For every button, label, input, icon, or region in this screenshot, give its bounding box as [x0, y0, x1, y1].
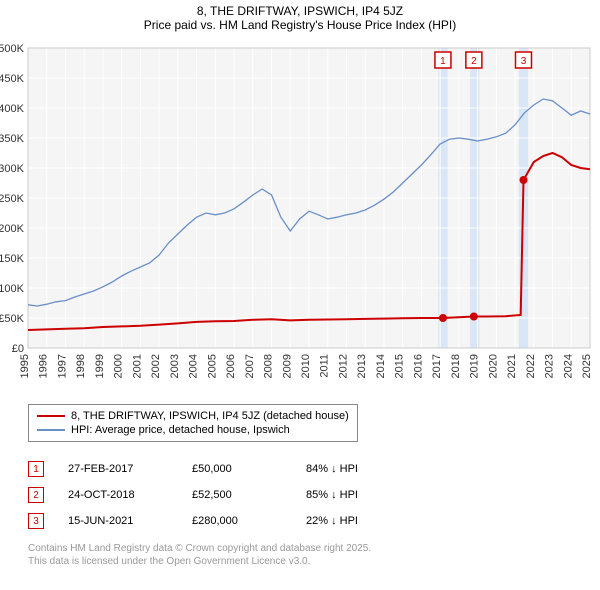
legend-label: 8, THE DRIFTWAY, IPSWICH, IP4 5JZ (detac…: [71, 410, 349, 422]
svg-text:2020: 2020: [487, 354, 499, 378]
transaction-row: 2 24-OCT-2018 £52,500 85% ↓ HPI: [28, 482, 590, 508]
svg-text:£500K: £500K: [0, 43, 25, 55]
svg-text:2024: 2024: [562, 354, 574, 378]
legend: 8, THE DRIFTWAY, IPSWICH, IP4 5JZ (detac…: [28, 404, 358, 442]
transaction-date: 15-JUN-2021: [68, 515, 168, 527]
svg-text:2015: 2015: [394, 354, 406, 378]
svg-text:3: 3: [521, 56, 527, 67]
svg-text:£200K: £200K: [0, 223, 25, 235]
svg-text:2002: 2002: [150, 354, 162, 378]
transaction-hpi-delta: 84% ↓ HPI: [306, 463, 406, 475]
svg-text:2000: 2000: [113, 354, 125, 378]
footer-attribution: Contains HM Land Registry data © Crown c…: [28, 542, 590, 568]
marker-point: [519, 176, 527, 184]
legend-item: 8, THE DRIFTWAY, IPSWICH, IP4 5JZ (detac…: [37, 409, 349, 423]
transactions-table: 1 27-FEB-2017 £50,000 84% ↓ HPI 2 24-OCT-2018…: [28, 456, 590, 534]
svg-text:£350K: £350K: [0, 133, 25, 145]
transaction-date: 27-FEB-2017: [68, 463, 168, 475]
legend-label: HPI: Average price, detached house, Ipsw…: [71, 424, 290, 436]
svg-text:£400K: £400K: [0, 103, 25, 115]
marker-point: [470, 313, 478, 321]
transaction-row: 3 15-JUN-2021 £280,000 22% ↓ HPI: [28, 508, 590, 534]
svg-text:1999: 1999: [94, 354, 106, 378]
svg-text:2006: 2006: [225, 354, 237, 378]
transaction-hpi-delta: 22% ↓ HPI: [306, 515, 406, 527]
svg-text:£100K: £100K: [0, 283, 25, 295]
svg-text:2014: 2014: [375, 354, 387, 378]
marker-point: [439, 314, 447, 322]
svg-text:2: 2: [471, 56, 477, 67]
chart-svg: £0 £50K £100K £150K £200K £250K £300K £350K £400…: [0, 38, 600, 398]
svg-text:£450K: £450K: [0, 73, 25, 85]
svg-text:£300K: £300K: [0, 163, 25, 175]
svg-text:2018: 2018: [450, 354, 462, 378]
transaction-row: 1 27-FEB-2017 £50,000 84% ↓ HPI: [28, 456, 590, 482]
svg-text:2013: 2013: [356, 354, 368, 378]
svg-text:2025: 2025: [581, 354, 593, 378]
svg-text:2017: 2017: [431, 354, 443, 378]
svg-text:£50K: £50K: [0, 313, 25, 325]
transaction-marker-icon: 2: [28, 487, 44, 503]
legend-swatch: [37, 429, 65, 431]
transaction-price: £50,000: [192, 463, 282, 475]
svg-text:2019: 2019: [469, 354, 481, 378]
svg-text:2021: 2021: [506, 354, 518, 378]
legend-swatch: [37, 415, 65, 417]
svg-text:1998: 1998: [75, 354, 87, 378]
svg-text:1996: 1996: [38, 354, 50, 378]
svg-text:2001: 2001: [131, 354, 143, 378]
svg-text:£250K: £250K: [0, 193, 25, 205]
svg-text:2007: 2007: [244, 354, 256, 378]
chart-title: 8, THE DRIFTWAY, IPSWICH, IP4 5JZ: [0, 0, 600, 18]
svg-text:2016: 2016: [412, 354, 424, 378]
svg-text:1995: 1995: [19, 354, 31, 378]
svg-text:2011: 2011: [319, 354, 331, 378]
svg-text:£0: £0: [12, 343, 24, 355]
svg-text:2009: 2009: [281, 354, 293, 378]
transaction-hpi-delta: 85% ↓ HPI: [306, 489, 406, 501]
svg-text:2005: 2005: [206, 354, 218, 378]
svg-text:1: 1: [440, 56, 446, 67]
chart-subtitle: Price paid vs. HM Land Registry's House …: [0, 18, 600, 38]
transaction-price: £280,000: [192, 515, 282, 527]
svg-text:2012: 2012: [337, 354, 349, 378]
legend-item: HPI: Average price, detached house, Ipsw…: [37, 423, 349, 437]
transaction-date: 24-OCT-2018: [68, 489, 168, 501]
svg-text:2023: 2023: [544, 354, 556, 378]
transaction-price: £52,500: [192, 489, 282, 501]
svg-text:1997: 1997: [56, 354, 68, 378]
svg-text:2022: 2022: [525, 354, 537, 378]
svg-text:2010: 2010: [300, 354, 312, 378]
transaction-marker-icon: 3: [28, 513, 44, 529]
svg-text:2008: 2008: [263, 354, 275, 378]
chart-area: £0 £50K £100K £150K £200K £250K £300K £350K £400…: [0, 38, 600, 398]
svg-text:2003: 2003: [169, 354, 181, 378]
svg-text:£150K: £150K: [0, 253, 25, 265]
footer-line-1: Contains HM Land Registry data © Crown c…: [28, 542, 590, 555]
footer-line-2: This data is licensed under the Open Gov…: [28, 555, 590, 568]
transaction-marker-icon: 1: [28, 461, 44, 477]
svg-text:2004: 2004: [188, 354, 200, 378]
